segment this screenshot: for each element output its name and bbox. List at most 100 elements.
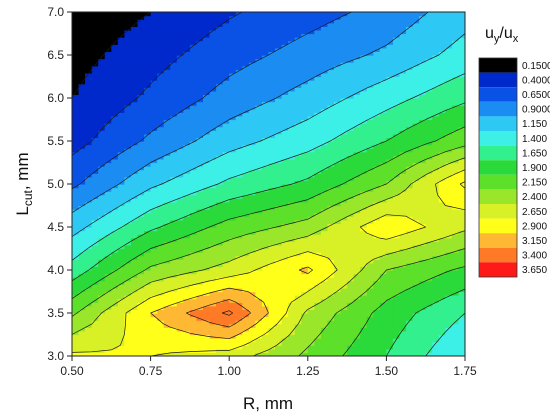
contour-cell <box>170 216 178 221</box>
contour-cell <box>307 130 315 135</box>
contour-cell <box>216 320 224 325</box>
contour-cell <box>144 130 152 135</box>
contour-cell <box>458 273 465 278</box>
contour-cell <box>366 255 374 260</box>
contour-cell <box>235 184 243 189</box>
contour-cell <box>170 130 178 135</box>
contour-cell <box>209 291 217 296</box>
contour-cell <box>327 209 335 214</box>
contour-cell <box>235 119 243 124</box>
contour-cell <box>189 223 198 228</box>
contour-cell <box>170 277 178 282</box>
contour-cell <box>301 158 309 164</box>
contour-cell <box>130 155 139 160</box>
contour-cell <box>347 302 355 307</box>
contour-cell <box>176 273 184 278</box>
contour-cell <box>432 151 440 156</box>
contour-cell <box>438 141 446 146</box>
contour-cell <box>261 345 270 350</box>
contour-cell <box>445 162 453 167</box>
contour-cell <box>432 205 440 210</box>
contour-cell <box>360 201 368 207</box>
contour-cell <box>353 338 361 343</box>
contour-cell <box>255 155 263 160</box>
contour-cell <box>242 219 250 225</box>
contour-cell <box>399 98 407 103</box>
contour-cell <box>406 62 414 67</box>
contour-cell <box>373 330 381 336</box>
contour-cell <box>209 298 217 303</box>
contour-cell <box>399 101 407 106</box>
contour-cell <box>242 126 250 131</box>
contour-cell <box>85 334 93 339</box>
contour-cell <box>412 309 420 314</box>
contour-cell <box>288 115 296 121</box>
contour-cell <box>327 155 335 160</box>
contour-cell <box>85 126 93 131</box>
contour-cell <box>183 320 191 325</box>
contour-cell <box>130 237 139 242</box>
contour-cell <box>327 305 335 311</box>
contour-cell <box>392 302 401 307</box>
contour-cell <box>183 94 191 99</box>
contour-cell <box>386 352 394 356</box>
contour-cell <box>281 270 289 275</box>
contour-cell <box>255 119 263 124</box>
contour-cell <box>111 309 119 314</box>
contour-cell <box>327 90 335 96</box>
contour-cell <box>124 144 132 149</box>
contour-cell <box>78 330 86 336</box>
contour-cell <box>170 259 178 264</box>
contour-cell <box>183 191 191 196</box>
contour-cell <box>373 248 381 253</box>
contour-cell <box>307 320 315 325</box>
contour-cell <box>222 313 230 318</box>
contour-cell <box>111 144 119 149</box>
contour-cell <box>373 273 381 278</box>
contour-cell <box>334 162 342 167</box>
contour-cell <box>98 212 106 217</box>
contour-cell <box>432 173 440 178</box>
contour-cell <box>261 205 270 210</box>
contour-cell <box>170 284 178 289</box>
contour-cell <box>399 284 407 289</box>
contour-cell <box>222 133 230 139</box>
contour-cell <box>340 130 348 135</box>
contour-cell <box>347 126 355 131</box>
contour-cell <box>347 262 355 268</box>
contour-cell <box>176 338 184 343</box>
contour-cell <box>170 212 178 217</box>
contour-cell <box>150 352 158 356</box>
contour-cell <box>163 352 171 356</box>
contour-cell <box>209 187 217 192</box>
contour-cell <box>432 316 440 321</box>
contour-cell <box>209 148 217 153</box>
contour-cell <box>196 112 204 117</box>
contour-cell <box>294 227 302 232</box>
contour-cell <box>137 338 145 343</box>
contour-cell <box>111 348 119 354</box>
contour-cell <box>203 230 211 235</box>
contour-cell <box>392 330 401 336</box>
contour-cell <box>72 158 80 164</box>
contour-cell <box>144 115 152 121</box>
contour-cell <box>432 166 440 171</box>
contour-cell <box>347 119 355 124</box>
contour-cell <box>157 219 165 225</box>
contour-cell <box>209 83 217 88</box>
contour-cell <box>386 126 394 131</box>
contour-cell <box>78 98 86 103</box>
contour-cell <box>379 191 387 196</box>
contour-cell <box>78 69 86 74</box>
contour-cell <box>334 330 342 336</box>
contour-cell <box>117 298 125 303</box>
contour-cell <box>209 105 217 110</box>
contour-cell <box>170 141 178 146</box>
contour-cell <box>320 158 329 164</box>
contour-cell <box>425 98 433 103</box>
contour-cell <box>327 162 335 167</box>
contour-cell <box>163 209 171 214</box>
contour-cell <box>91 345 99 350</box>
contour-cell <box>209 176 217 182</box>
contour-cell <box>235 291 243 296</box>
